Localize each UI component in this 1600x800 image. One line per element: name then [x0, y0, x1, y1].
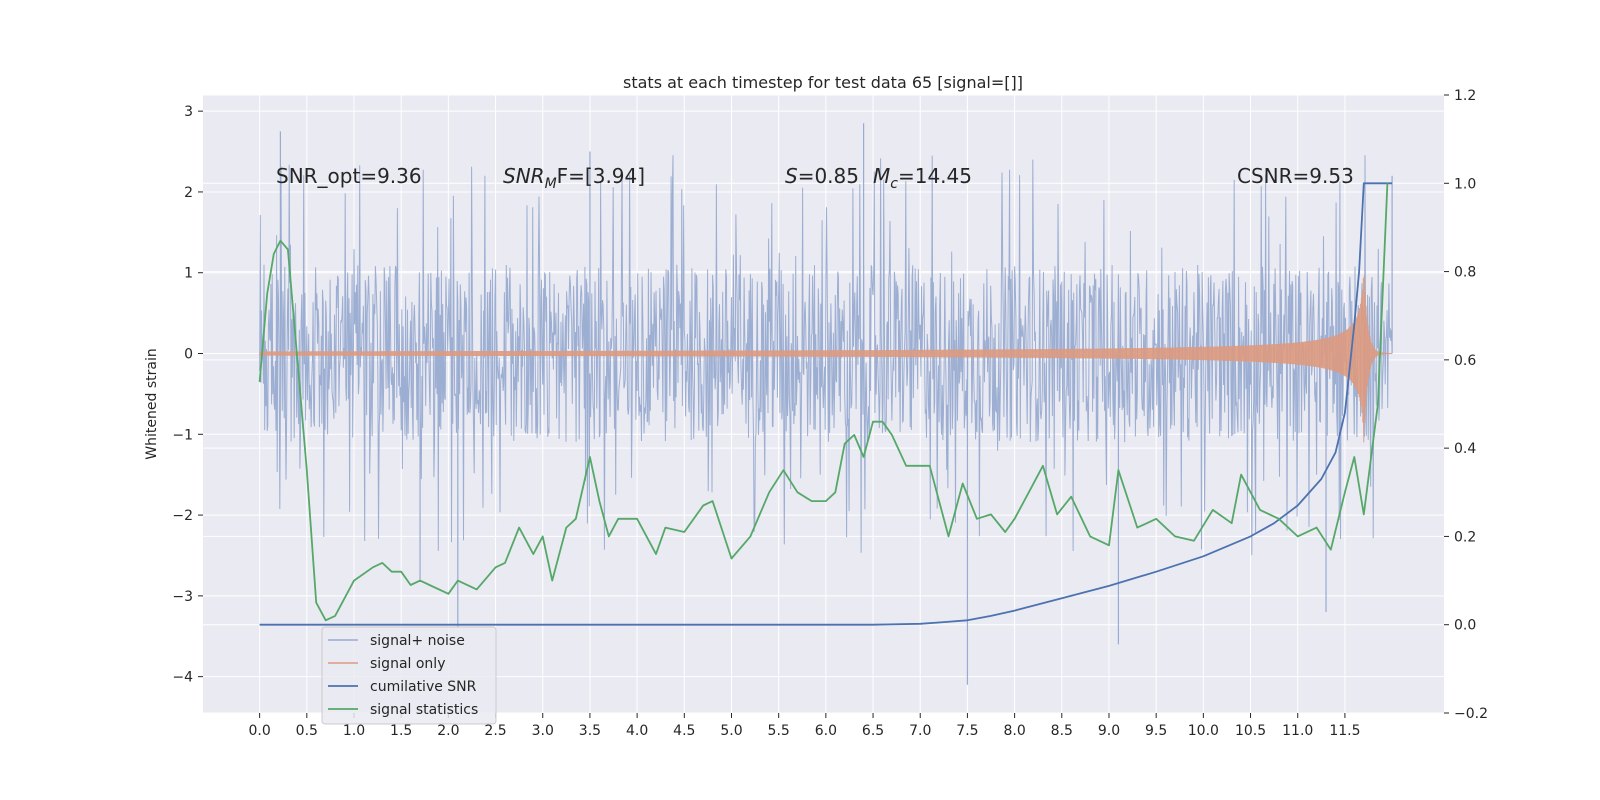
chart-title: stats at each timestep for test data 65 …	[623, 73, 1023, 92]
x-tick-label: 9.0	[1098, 723, 1120, 739]
legend-label-signal-only: signal only	[370, 656, 445, 672]
x-tick-label: 3.0	[532, 723, 554, 739]
annotation-csnr: CSNR=9.53	[1237, 164, 1354, 188]
annotation-s-var: S	[785, 164, 798, 188]
x-tick-label: 4.5	[673, 723, 695, 739]
annotation-s-val: =0.85	[798, 164, 859, 188]
y-tick-label: 3	[184, 104, 193, 120]
x-tick-label: 5.5	[768, 723, 790, 739]
y-tick-label: −1	[172, 427, 193, 443]
annotation-snr-mf-rest: F=[3.94]	[557, 164, 645, 188]
legend-label-cumulative-snr: cumilative SNR	[370, 679, 477, 695]
cumulative-snr-series	[259, 182, 1393, 626]
x-tick-label: 2.5	[484, 723, 506, 739]
annotation-snr-opt: SNR_opt=9.36	[276, 164, 422, 188]
y-right-tick-label: 0.4	[1454, 441, 1476, 457]
x-tick-label: 7.0	[909, 723, 931, 739]
y-tick-label: −3	[172, 589, 193, 605]
y-tick-label: −4	[172, 670, 193, 686]
legend: signal+ noise signal only cumilative SNR…	[321, 626, 497, 725]
legend-label-signal-statistics: signal statistics	[370, 702, 478, 718]
x-tick-label: 0.0	[248, 723, 270, 739]
x-tick-label: 8.5	[1051, 723, 1073, 739]
y-right-tick-label: 1.0	[1454, 176, 1476, 192]
y-axis-left: 3 2 1 0 −1 −2 −3 −4	[172, 104, 203, 686]
x-tick-label: 2.0	[437, 723, 459, 739]
signal-only-series	[259, 275, 1393, 443]
x-tick-label: 1.5	[390, 723, 412, 739]
annotation-mc-val: =14.45	[898, 164, 972, 188]
y-right-tick-label: 1.2	[1454, 88, 1476, 104]
y-right-tick-label: 0.6	[1454, 353, 1476, 369]
x-tick-label: 0.5	[296, 723, 318, 739]
y-axis-label: Whitened strain	[144, 348, 160, 459]
x-axis: 0.0 0.5 1.0 1.5 2.0 2.5 3.0 3.5 4.0 4.5 5.0 5.5 6.0 6…	[248, 713, 1360, 739]
y-tick-label: 0	[184, 347, 193, 363]
signal-plus-noise-line	[259, 155, 1393, 556]
x-tick-label: 11.0	[1282, 723, 1313, 739]
x-tick-label: 5.0	[720, 723, 742, 739]
y-axis-right: 1.2 1.0 0.8 0.6 0.4 0.2 0.0 −0.2	[1444, 88, 1488, 722]
y-right-tick-label: 0.0	[1454, 618, 1476, 634]
y-tick-label: 2	[184, 185, 193, 201]
x-tick-label: 3.5	[579, 723, 601, 739]
x-tick-label: 9.5	[1145, 723, 1167, 739]
x-tick-label: 6.0	[815, 723, 837, 739]
signal-statistics-line	[258, 183, 1389, 622]
annotation-mc-sub: c	[890, 176, 898, 192]
x-tick-label: 4.0	[626, 723, 648, 739]
annotation-snr-mf-sub: M	[545, 176, 557, 192]
annotation-mc-var: M	[873, 164, 890, 188]
x-tick-label: 11.5	[1329, 723, 1360, 739]
x-tick-label: 1.0	[343, 723, 365, 739]
y-tick-label: 1	[184, 266, 193, 282]
cumulative-snr-line	[259, 182, 1393, 626]
annotation-snr-mf: SNRMF=[3.94]	[503, 164, 645, 192]
signal-statistics-series	[258, 183, 1389, 622]
legend-label-signal-plus-noise: signal+ noise	[370, 633, 465, 649]
y-right-tick-label: 0.8	[1454, 265, 1476, 281]
x-tick-label: 7.5	[956, 723, 978, 739]
annotation-snr-mf-main: SNR	[503, 164, 545, 188]
x-tick-label: 10.5	[1235, 723, 1266, 739]
y-tick-label: −2	[172, 508, 193, 524]
annotation-spin-and-chirp-mass: S=0.85 Mc=14.45	[785, 164, 972, 192]
signal-only-line	[259, 275, 1393, 443]
legend-box	[321, 626, 497, 725]
y-right-tick-label: −0.2	[1454, 706, 1488, 722]
x-tick-label: 6.5	[862, 723, 884, 739]
y-right-tick-label: 0.2	[1454, 529, 1476, 545]
x-tick-label: 8.0	[1003, 723, 1025, 739]
x-tick-label: 10.0	[1188, 723, 1219, 739]
